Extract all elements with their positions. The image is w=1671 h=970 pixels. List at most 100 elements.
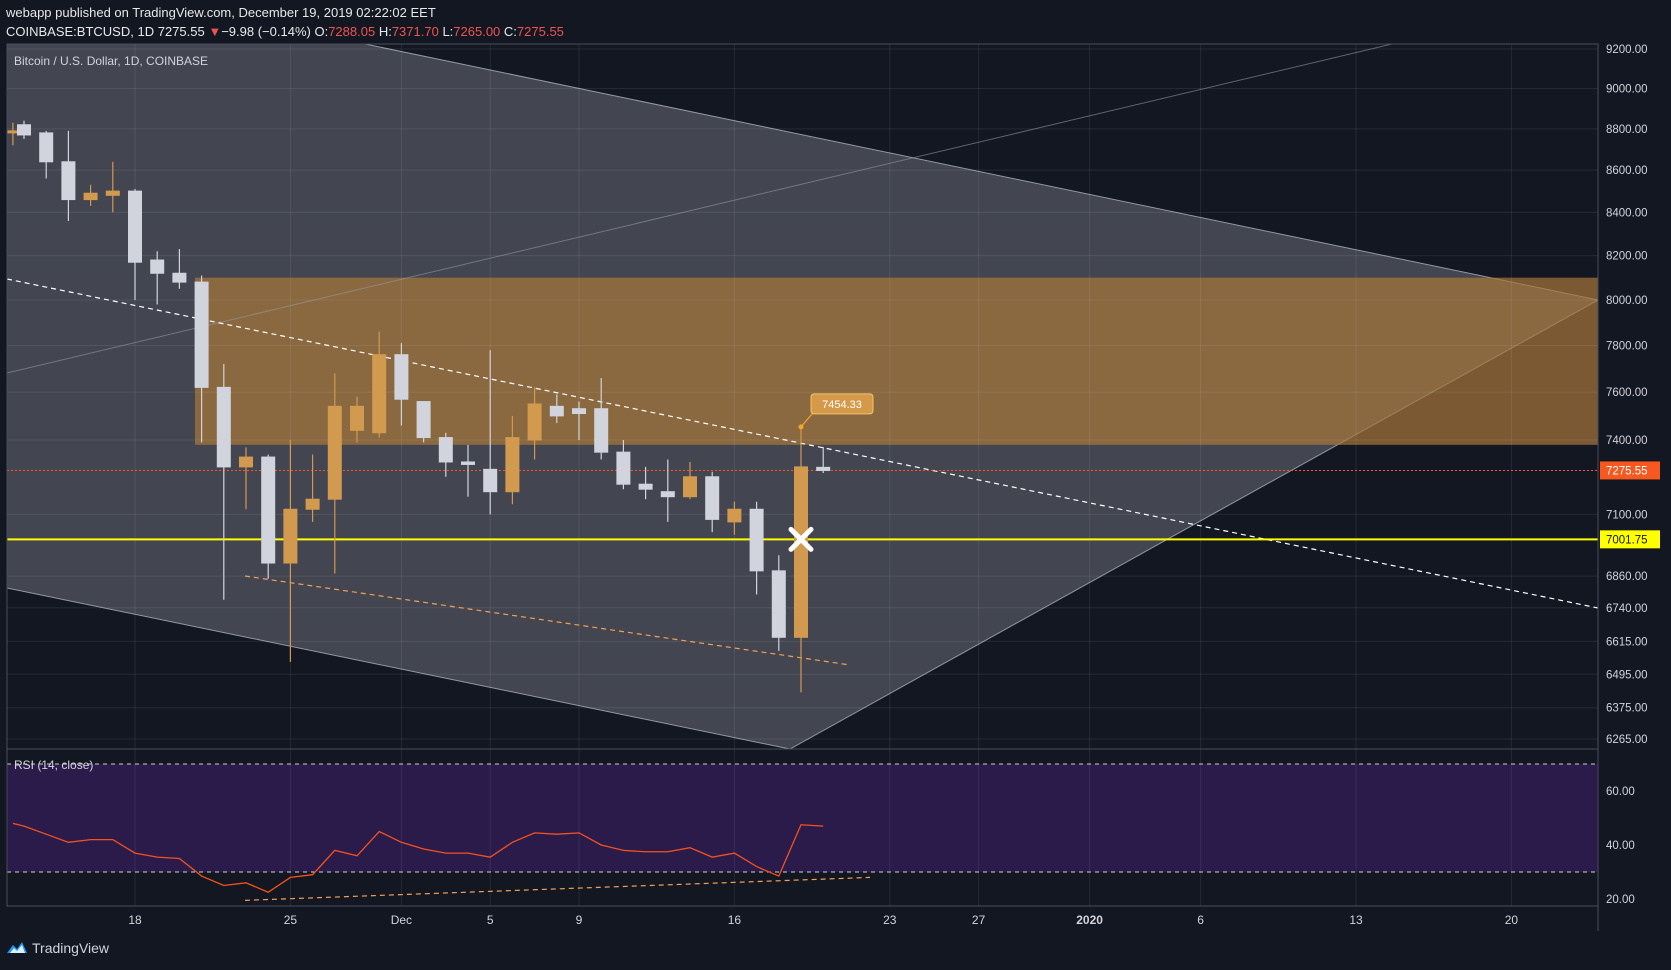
candle-body bbox=[39, 132, 54, 163]
ohlc-line: COINBASE:BTCUSD, 1D 7275.55 ▼−9.98 (−0.1… bbox=[6, 22, 564, 41]
cross-stroke bbox=[788, 526, 814, 552]
candle bbox=[350, 396, 364, 443]
candle bbox=[128, 189, 142, 300]
price-tick-label: 8400.00 bbox=[1606, 207, 1648, 219]
price-tick-label: 7100.00 bbox=[1606, 509, 1648, 521]
close-label: C: bbox=[503, 24, 517, 39]
symbol-label: COINBASE:BTCUSD, 1D bbox=[6, 24, 155, 39]
change-value: −9.98 (−0.14%) bbox=[221, 24, 311, 39]
price-tick-label: 8000.00 bbox=[1606, 295, 1648, 307]
candle bbox=[283, 439, 298, 662]
candles bbox=[7, 120, 831, 693]
candle-body bbox=[150, 259, 165, 274]
price-tick-label: 8800.00 bbox=[1606, 124, 1648, 136]
price-tags: 7275.55 7001.75 bbox=[1600, 461, 1660, 549]
candle-body bbox=[771, 570, 786, 638]
candle bbox=[150, 251, 165, 305]
candle-body bbox=[394, 354, 409, 400]
footer: TradingView bbox=[6, 940, 109, 956]
rising-trendline bbox=[7, 44, 1393, 374]
price-tick-label: 6740.00 bbox=[1606, 603, 1648, 615]
time-tick-label: Dec bbox=[391, 913, 412, 927]
callout-box bbox=[810, 393, 874, 415]
candle bbox=[305, 454, 320, 522]
candle-body bbox=[794, 466, 808, 638]
price-tick-label: 6615.00 bbox=[1606, 636, 1648, 648]
callout-text: 7454.33 bbox=[822, 399, 862, 411]
rsi-tick-label: 60.00 bbox=[1606, 786, 1635, 798]
rsi-panel[interactable] bbox=[7, 749, 1598, 906]
candle-body bbox=[305, 498, 320, 510]
candle bbox=[416, 401, 431, 443]
candle-body bbox=[616, 451, 631, 485]
published-line: webapp published on TradingView.com, Dec… bbox=[6, 5, 436, 20]
close-value: 7275.55 bbox=[516, 24, 564, 39]
time-tick-label: 6 bbox=[1197, 913, 1204, 927]
candle-body bbox=[749, 508, 764, 572]
price-tick-label: 8200.00 bbox=[1606, 251, 1648, 263]
last-price-tag-bg bbox=[1600, 461, 1660, 480]
candle bbox=[616, 439, 631, 490]
candle bbox=[239, 447, 253, 510]
dashed-downtrend-line bbox=[7, 278, 1598, 609]
candle bbox=[683, 461, 697, 500]
high-label: H: bbox=[378, 24, 392, 39]
candle bbox=[771, 555, 786, 651]
rsi-axis-labels: 60.00 40.00 20.00 bbox=[1606, 786, 1635, 906]
candle bbox=[594, 377, 609, 460]
candle-body bbox=[483, 468, 498, 493]
time-tick-label: 23 bbox=[883, 913, 897, 927]
cross-mark-icon bbox=[788, 526, 814, 552]
last-price: 7275.55 bbox=[157, 24, 205, 39]
candle-body bbox=[172, 272, 187, 283]
candle bbox=[194, 275, 209, 443]
time-axis-labels: 18 25 Dec 5 9 16 23 27 2020 6 13 20 bbox=[128, 913, 1518, 927]
candle bbox=[438, 432, 453, 477]
time-tick-label: 27 bbox=[972, 913, 986, 927]
time-tick-label: 20 bbox=[1505, 913, 1519, 927]
rsi-tick-label: 40.00 bbox=[1606, 840, 1635, 852]
candle-body bbox=[216, 386, 231, 468]
candle-body bbox=[638, 483, 653, 490]
candle bbox=[39, 130, 54, 179]
candle bbox=[261, 454, 276, 579]
candle-body bbox=[683, 476, 697, 498]
candle-body bbox=[239, 456, 253, 468]
chart-header: webapp published on TradingView.com, Dec… bbox=[6, 3, 564, 41]
candle bbox=[660, 459, 675, 522]
rsi-legend: RSI (14, close) bbox=[14, 758, 93, 772]
candle-body bbox=[527, 403, 542, 441]
orange-support-line bbox=[244, 575, 851, 666]
yellow-line-tag-bg bbox=[1600, 530, 1660, 549]
price-tick-label: 6265.00 bbox=[1606, 734, 1648, 746]
rsi-vertical-gridlines bbox=[134, 749, 1512, 906]
candle-body bbox=[572, 408, 586, 414]
time-tick-label: 9 bbox=[576, 913, 583, 927]
candle bbox=[638, 466, 653, 500]
candle bbox=[105, 161, 120, 213]
candle bbox=[727, 501, 742, 535]
candle-body bbox=[83, 192, 98, 201]
candle-body bbox=[660, 491, 675, 498]
main-plot[interactable]: 7454.33 bbox=[6, 44, 1598, 749]
candle bbox=[816, 446, 831, 474]
candle bbox=[17, 120, 31, 140]
candle-body bbox=[505, 437, 520, 493]
candle-body bbox=[105, 190, 120, 196]
candle-body bbox=[261, 456, 276, 564]
candle-body bbox=[372, 354, 387, 434]
change-down-icon: ▼ bbox=[208, 24, 222, 39]
candle bbox=[83, 184, 98, 206]
price-tick-label: 9000.00 bbox=[1606, 83, 1648, 95]
open-value: 7288.05 bbox=[328, 24, 376, 39]
price-tick-label: 7400.00 bbox=[1606, 435, 1648, 447]
chart-title: Bitcoin / U.S. Dollar, 1D, COINBASE bbox=[14, 54, 208, 68]
rsi-band bbox=[7, 764, 1598, 872]
price-callout: 7454.33 bbox=[798, 393, 874, 430]
candle-body bbox=[461, 461, 475, 465]
low-value: 7265.00 bbox=[453, 24, 501, 39]
candle-body bbox=[416, 401, 431, 439]
price-tick-label: 9200.00 bbox=[1606, 44, 1648, 56]
callout-pointer bbox=[800, 412, 814, 428]
